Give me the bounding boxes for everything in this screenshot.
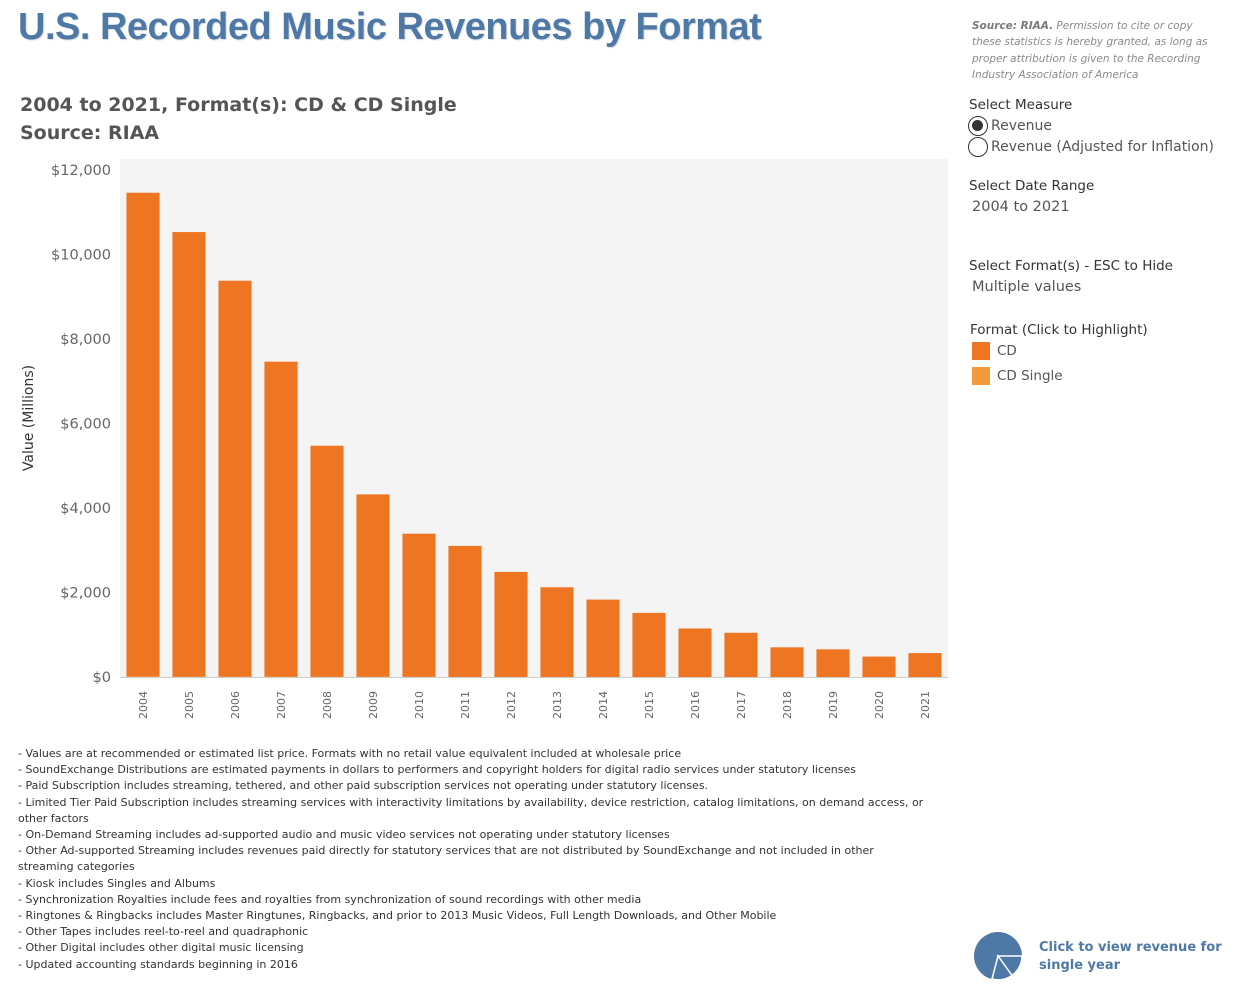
footnote-item: - Other Ad-supported Streaming includes … bbox=[18, 844, 874, 874]
bar-cd-single bbox=[126, 676, 160, 677]
legend-label: CD Single bbox=[997, 368, 1063, 384]
chart-subtitle: 2004 to 2021, Format(s): CD & CD Single bbox=[20, 94, 457, 116]
radio-unselected-icon[interactable] bbox=[968, 137, 988, 157]
bar-cd bbox=[724, 632, 758, 677]
x-tick-label: 2007 bbox=[275, 691, 288, 719]
y-tick-label: $6,000 bbox=[60, 417, 111, 433]
footnote-item: - SoundExchange Distributions are estima… bbox=[18, 763, 856, 777]
x-tick-label: 2006 bbox=[229, 691, 242, 719]
bar-chart: $0 $2,000 $4,000 $6,000 $8,000 $10,000 $12,000… bbox=[21, 159, 948, 719]
y-tick-label: $2,000 bbox=[60, 586, 111, 602]
y-axis-title: Value (Millions) bbox=[21, 365, 37, 471]
x-tick-label: 2004 bbox=[137, 691, 150, 719]
legend-label: CD bbox=[997, 343, 1017, 359]
footnote-item: - Limited Tier Paid Subscription include… bbox=[18, 795, 924, 825]
x-tick-label: 2011 bbox=[459, 691, 472, 719]
bar-cd bbox=[448, 545, 482, 677]
footnote-item: - Values are at recommended or estimated… bbox=[18, 747, 682, 760]
x-tick-label: 2020 bbox=[873, 691, 886, 719]
footnote-item: - On-Demand Streaming includes ad-suppor… bbox=[18, 828, 670, 842]
legend-item-cd-single[interactable]: CD Single bbox=[972, 367, 1063, 385]
date-range-filter[interactable]: 2004 to 2021 bbox=[972, 199, 1070, 215]
legend-item-cd[interactable]: CD bbox=[972, 342, 1017, 360]
format-filter[interactable]: Multiple values bbox=[972, 279, 1082, 295]
footnote-item: - Other Digital includes other digital m… bbox=[18, 941, 304, 955]
x-tick-label: 2008 bbox=[321, 691, 334, 719]
bar-cd bbox=[126, 192, 160, 677]
bar-cd bbox=[264, 361, 298, 677]
bar-cd-single bbox=[264, 676, 298, 677]
y-tick-label: $0 bbox=[93, 670, 111, 686]
bar-cd bbox=[862, 656, 896, 677]
source-note-label: Source: RIAA. bbox=[972, 20, 1054, 32]
bar-cd bbox=[356, 494, 390, 677]
plot-background bbox=[120, 159, 948, 677]
x-tick-label: 2012 bbox=[505, 691, 518, 719]
x-tick-label: 2010 bbox=[413, 691, 426, 719]
legend-title: Format (Click to Highlight) bbox=[970, 322, 1148, 338]
legend-swatch-cd bbox=[972, 342, 990, 360]
footnote-item: - Other Tapes includes reel-to-reel and … bbox=[18, 925, 309, 939]
footnote-item: - Kiosk includes Singles and Albums bbox=[18, 876, 216, 890]
y-tick-label: $8,000 bbox=[60, 332, 111, 348]
x-tick-label: 2014 bbox=[597, 691, 610, 719]
measure-option-revenue[interactable]: Revenue bbox=[968, 116, 1052, 136]
bar-cd bbox=[494, 571, 528, 677]
x-tick-label: 2016 bbox=[689, 691, 702, 719]
y-tick-label: $12,000 bbox=[51, 163, 111, 179]
footnote-item: - Updated accounting standards beginning… bbox=[18, 957, 298, 971]
x-tick-label: 2018 bbox=[781, 691, 794, 719]
bar-cd bbox=[908, 653, 942, 677]
page-title: U.S. Recorded Music Revenues by Format bbox=[18, 6, 762, 48]
footnote-item: - Ringtones & Ringbacks includes Master … bbox=[18, 909, 777, 923]
date-range-label: Select Date Range bbox=[969, 178, 1095, 194]
bar-cd bbox=[632, 612, 666, 677]
footnotes: - Values are at recommended or estimated… bbox=[18, 746, 928, 973]
y-tick-label: $4,000 bbox=[60, 501, 111, 517]
radio-selected-icon[interactable] bbox=[968, 116, 988, 136]
bar-cd bbox=[402, 533, 436, 677]
source-note-text: Permission to cite or copy these statist… bbox=[972, 20, 1208, 81]
bar-cd bbox=[586, 599, 620, 677]
format-filter-label: Select Format(s) - ESC to Hide bbox=[969, 258, 1173, 274]
bar-cd bbox=[678, 628, 712, 677]
measure-label: Select Measure bbox=[969, 97, 1073, 113]
bar-cd bbox=[770, 647, 804, 677]
x-tick-label: 2013 bbox=[551, 691, 564, 719]
measure-option-label: Revenue bbox=[991, 118, 1052, 134]
y-tick-label: $10,000 bbox=[51, 248, 111, 264]
bar-cd bbox=[218, 280, 252, 677]
chart-source: Source: RIAA bbox=[20, 122, 160, 144]
measure-option-revenue-adjusted[interactable]: Revenue (Adjusted for Inflation) bbox=[968, 137, 1214, 157]
bar-cd bbox=[310, 445, 344, 677]
bar-cd bbox=[540, 587, 574, 677]
x-tick-label: 2019 bbox=[827, 691, 840, 719]
x-tick-label: 2021 bbox=[919, 691, 932, 719]
x-tick-label: 2005 bbox=[183, 691, 196, 719]
legend-swatch-cd-single bbox=[972, 367, 990, 385]
x-tick-label: 2015 bbox=[643, 691, 656, 719]
footnote-item: - Synchronization Royalties include fees… bbox=[18, 892, 642, 906]
x-tick-label: 2017 bbox=[735, 691, 748, 719]
pie-chart-icon[interactable] bbox=[972, 930, 1024, 982]
single-year-link[interactable]: Click to view revenue for single year bbox=[1039, 940, 1222, 973]
bar-cd bbox=[816, 649, 850, 677]
x-tick-label: 2009 bbox=[367, 691, 380, 719]
footnote-item: - Paid Subscription includes streaming, … bbox=[18, 779, 709, 793]
measure-option-label: Revenue (Adjusted for Inflation) bbox=[991, 139, 1214, 155]
source-note: Source: RIAA. Permission to cite or copy… bbox=[972, 18, 1222, 83]
bar-cd bbox=[172, 232, 206, 677]
